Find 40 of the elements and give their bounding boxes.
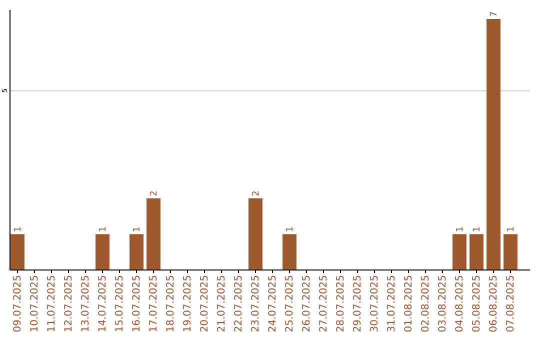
x-tick-label: 27.07.2025: [318, 275, 330, 332]
x-tick-label: 06.08.2025: [488, 275, 500, 332]
x-tick-label: 13.07.2025: [80, 275, 92, 332]
data-label: 1: [98, 226, 108, 232]
x-tick-label: 23.07.2025: [250, 275, 262, 332]
data-label: 1: [14, 226, 24, 232]
data-label: 1: [506, 226, 516, 232]
data-label: 2: [252, 190, 262, 196]
x-tick-label: 02.08.2025: [420, 275, 432, 332]
x-tick-label: 24.07.2025: [268, 275, 278, 332]
data-label: 2: [150, 190, 160, 196]
x-tick-label: 30.07.2025: [370, 275, 380, 332]
x-tick-label: 25.07.2025: [284, 275, 296, 332]
x-tick-label: 26.07.2025: [302, 275, 312, 332]
data-label: 1: [286, 226, 296, 232]
x-tick-label: 09.07.2025: [12, 275, 24, 332]
x-tick-label: 21.07.2025: [216, 275, 228, 332]
x-tick-label: 01.08.2025: [404, 275, 414, 332]
x-tick-label: 15.07.2025: [114, 275, 126, 332]
x-tick-label: 03.08.2025: [438, 275, 448, 332]
x-tick-label: 11.07.2025: [46, 275, 58, 332]
data-label: 1: [456, 226, 466, 232]
x-tick-label: 14.07.2025: [98, 275, 108, 332]
x-tick-label: 07.08.2025: [506, 275, 516, 332]
x-tick-label: 29.07.2025: [352, 275, 364, 332]
data-label: 1: [132, 226, 142, 232]
x-tick-label: 20.07.2025: [200, 275, 210, 332]
data-label: 1: [472, 226, 482, 232]
x-tick-label: 22.07.2025: [234, 275, 244, 332]
data-label: 7: [490, 11, 500, 17]
x-tick-label: 18.07.2025: [166, 275, 176, 332]
x-tick-label: 10.07.2025: [30, 275, 40, 332]
x-tick-label: 05.08.2025: [472, 275, 482, 332]
x-tick-label: 04.08.2025: [454, 275, 466, 332]
x-tick-label: 31.07.2025: [386, 275, 398, 332]
x-tick-label: 12.07.2025: [64, 275, 74, 332]
x-tick-label: 19.07.2025: [182, 275, 194, 332]
x-tick-label: 17.07.2025: [148, 275, 160, 332]
x-tick-label: 28.07.2025: [336, 275, 346, 332]
x-tick-label: 16.07.2025: [132, 275, 142, 332]
